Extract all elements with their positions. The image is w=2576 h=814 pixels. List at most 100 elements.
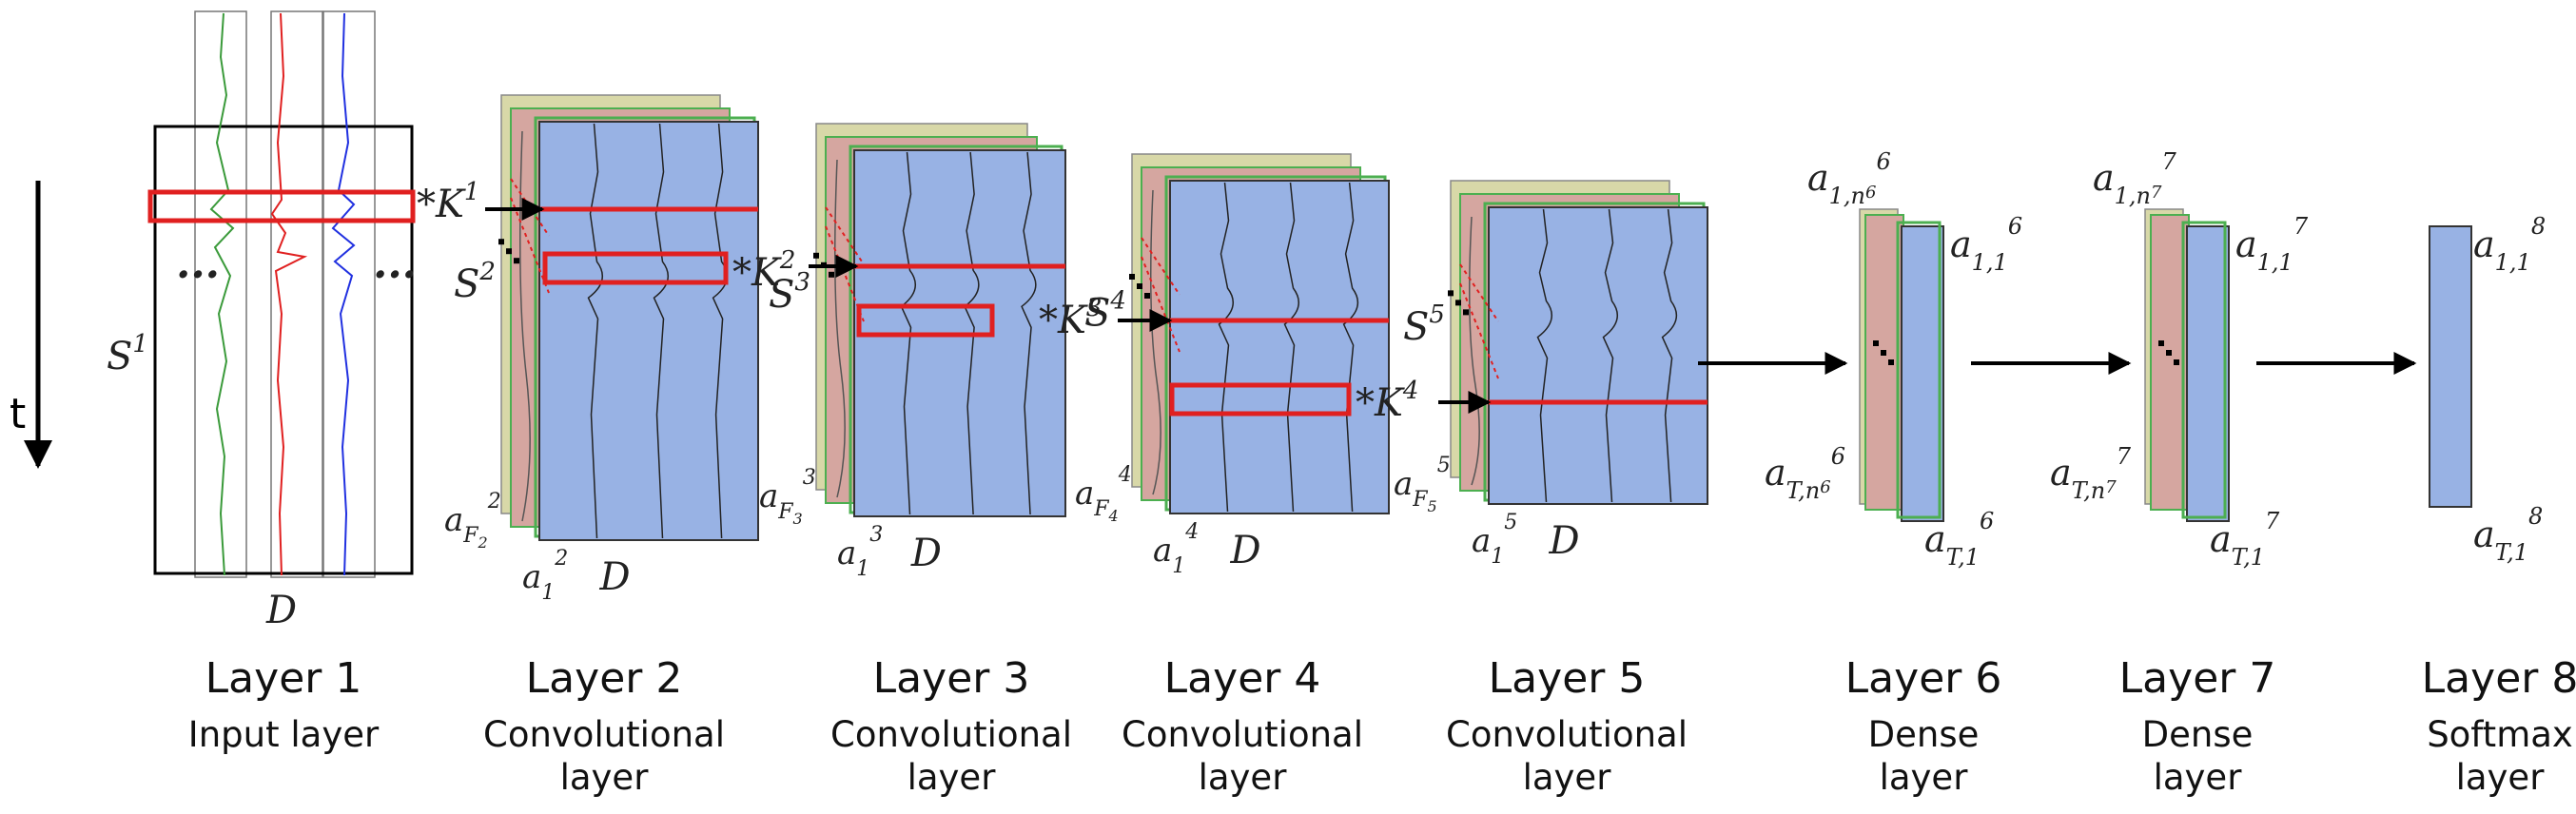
dense-right-bottom-label: aT,16 bbox=[1924, 508, 1994, 571]
input-ellipsis-left: ... bbox=[176, 240, 220, 288]
feature-trace bbox=[900, 151, 917, 515]
conv-blocks: S2 aF22 a12 D S3 aF33 a13 D S4 aF44 a14 D S5 aF55 a15 D bbox=[444, 94, 1708, 605]
layer-caption-1: Layer 1 Input layer bbox=[188, 654, 380, 755]
layer-description: layer bbox=[1880, 757, 1969, 798]
layer-name: Layer 5 bbox=[1489, 654, 1646, 703]
layer-description: Convolutional bbox=[830, 714, 1072, 755]
feature-map-front bbox=[1488, 206, 1708, 505]
blue-signal-trace bbox=[331, 12, 356, 576]
conv-block-4: S4 aF44 a14 D bbox=[1075, 153, 1390, 578]
conv-D-label: D bbox=[599, 555, 631, 599]
dense-right-bottom-label: aT,17 bbox=[2210, 508, 2280, 571]
stack-ellipsis-dot bbox=[506, 248, 512, 255]
conv-aF-label: aF33 bbox=[759, 466, 816, 528]
dense-blocks: a1,n66 a1,16 aT,n66 aT,16 a1,n77 a1,17 aT,n77 a… bbox=[1765, 148, 2546, 571]
layer-description: layer bbox=[2456, 757, 2546, 798]
stack-ellipsis-dot bbox=[1463, 309, 1469, 316]
feature-trace bbox=[1342, 182, 1359, 513]
layer-name: Layer 3 bbox=[873, 654, 1030, 703]
dense-front bbox=[1901, 225, 1944, 522]
dense-top-label: a1,n66 bbox=[1807, 148, 1891, 209]
feature-map-front bbox=[1169, 180, 1390, 514]
feature-trace bbox=[964, 151, 980, 515]
softmax-top-label: a1,18 bbox=[2473, 213, 2546, 276]
kernel-window bbox=[1169, 382, 1352, 417]
stack-ellipsis-dot bbox=[2174, 359, 2179, 365]
stack-ellipsis-dot bbox=[1881, 350, 1886, 356]
conv-a1-label: a14 bbox=[1153, 520, 1199, 578]
conv-block-5: S5 aF55 a15 D bbox=[1394, 180, 1708, 569]
softmax-column bbox=[2429, 225, 2472, 508]
stack-ellipsis-dot bbox=[829, 271, 834, 278]
conv-a1-label: a13 bbox=[837, 523, 883, 581]
conv-a1-label: a12 bbox=[522, 547, 568, 605]
stack-ellipsis-dot bbox=[1873, 340, 1879, 346]
kernel-window bbox=[542, 251, 729, 285]
feature-trace bbox=[1021, 151, 1037, 515]
stack-ellipsis-dot bbox=[1455, 300, 1461, 306]
layer-name: Layer 8 bbox=[2422, 654, 2576, 703]
receptive-field-line bbox=[1459, 282, 1499, 379]
stack-ellipsis-dot bbox=[2166, 350, 2172, 356]
layer-description: layer bbox=[1523, 757, 1612, 798]
dense-front-edge bbox=[1896, 221, 1942, 519]
dense-top-label: a1,n77 bbox=[2093, 148, 2176, 209]
layer-name: Layer 4 bbox=[1164, 654, 1321, 703]
conv-S-label: S5 bbox=[1403, 300, 1445, 349]
feature-map-mid-trace bbox=[1150, 189, 1161, 495]
layer-description: layer bbox=[560, 757, 650, 798]
time-axis: t bbox=[10, 181, 52, 469]
dense-right-top-label: a1,16 bbox=[1950, 213, 2022, 276]
layer-description: Softmax bbox=[2427, 714, 2573, 755]
receptive-field-line bbox=[1141, 256, 1181, 353]
dense-bottom-label: aT,n66 bbox=[1765, 443, 1845, 504]
layer-name: Layer 2 bbox=[526, 654, 683, 703]
feature-trace bbox=[1536, 208, 1553, 503]
stack-ellipsis-dot bbox=[1144, 293, 1150, 299]
kernel-labels: *K1 *K2 *K3 *K4 bbox=[417, 178, 1492, 425]
stack-ellipsis-dot bbox=[1448, 290, 1454, 297]
conv-S-label: S3 bbox=[769, 268, 810, 317]
layer-name: Layer 1 bbox=[205, 654, 362, 703]
conv-D-label: D bbox=[910, 532, 942, 575]
softmax-block: a1,18 aT,18 bbox=[2429, 213, 2546, 566]
conv-aF-label: aF55 bbox=[1394, 454, 1451, 515]
layer-description: Convolutional bbox=[1122, 714, 1363, 755]
dense-front-edge bbox=[2181, 221, 2227, 519]
stack-ellipsis-dot bbox=[813, 252, 819, 259]
receptive-field-line bbox=[825, 225, 865, 322]
dense-bottom-label: aT,n77 bbox=[2050, 443, 2132, 504]
feature-trace bbox=[1661, 208, 1678, 503]
feature-map-front bbox=[538, 121, 759, 541]
layer-description: layer bbox=[2154, 757, 2243, 798]
input-layer-block: ... ... S1 D bbox=[107, 10, 417, 632]
stack-ellipsis-dot bbox=[498, 239, 504, 245]
conv-a1-label: a15 bbox=[1472, 511, 1517, 569]
layer-name: Layer 7 bbox=[2119, 654, 2276, 703]
feature-map-mid-trace bbox=[1469, 216, 1480, 486]
softmax-bottom-label: aT,18 bbox=[2473, 503, 2543, 566]
red-signal-trace bbox=[270, 12, 308, 576]
feature-map-mid-trace bbox=[834, 159, 846, 498]
dense-right-top-label: a1,17 bbox=[2235, 213, 2309, 276]
receptive-field-line bbox=[510, 197, 550, 294]
layer-description: layer bbox=[907, 757, 997, 798]
kernel-label-K2: *K2 bbox=[732, 246, 795, 295]
layer-description: Dense bbox=[1868, 714, 1980, 755]
green-signal-trace bbox=[209, 12, 235, 576]
conv-aF-label: aF44 bbox=[1075, 463, 1132, 525]
input-D-label: D bbox=[265, 589, 297, 632]
kernel-window bbox=[856, 303, 995, 338]
input-kernel-window bbox=[147, 189, 416, 223]
input-ellipsis-right: ... bbox=[373, 240, 417, 288]
feature-trace bbox=[1283, 182, 1300, 513]
